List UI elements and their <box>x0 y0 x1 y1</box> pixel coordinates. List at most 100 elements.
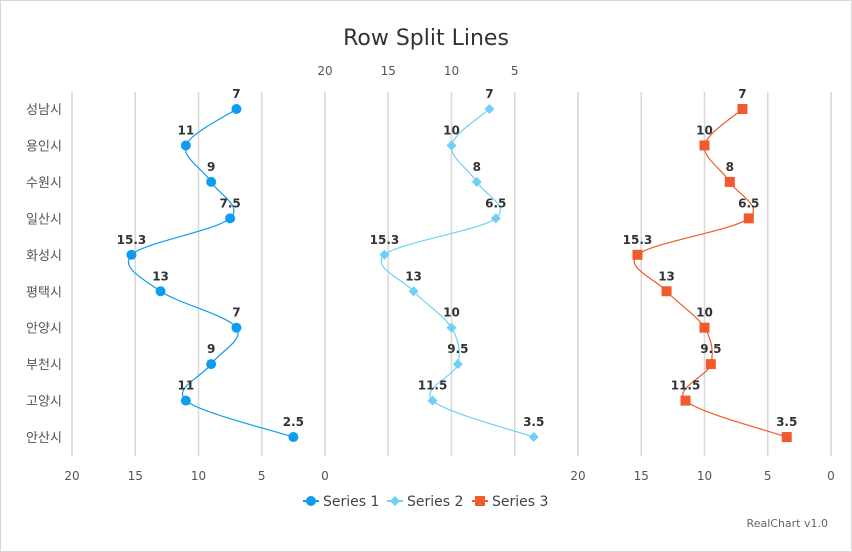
legend-item-series-3[interactable]: Series 3 <box>472 494 548 510</box>
data-point[interactable] <box>446 140 457 151</box>
value-tick-label: 10 <box>697 469 712 483</box>
data-point[interactable] <box>490 213 501 224</box>
legend-item-series-2[interactable]: Series 2 <box>387 494 463 510</box>
data-label: 15.3 <box>623 233 653 247</box>
data-label: 9 <box>207 342 215 356</box>
data-point[interactable] <box>180 140 191 151</box>
data-label: 11 <box>177 379 194 393</box>
data-label: 10 <box>696 123 713 137</box>
data-label: 7 <box>232 87 240 101</box>
chart-title: Row Split Lines <box>343 26 509 51</box>
data-point[interactable] <box>452 359 463 370</box>
data-point[interactable] <box>180 395 191 406</box>
data-label: 13 <box>405 269 422 283</box>
data-point[interactable] <box>484 104 495 114</box>
data-point[interactable] <box>632 249 643 260</box>
series-line <box>127 108 294 438</box>
legend-marker[interactable] <box>475 496 485 506</box>
category-label: 부천시 <box>26 358 62 373</box>
data-label: 11.5 <box>671 379 701 393</box>
series-2: 7 10 8 6.5 15.3 13 10 9.5 11.5 3.5 <box>370 87 544 443</box>
legend-label: Series 1 <box>323 494 379 510</box>
data-label: 6.5 <box>738 196 759 210</box>
category-label: 일산시 <box>26 212 62 227</box>
value-tick-label: 5 <box>511 64 519 78</box>
data-point[interactable] <box>471 176 482 187</box>
data-point[interactable] <box>680 395 691 406</box>
legend-marker[interactable] <box>306 496 316 506</box>
value-tick-label: 15 <box>381 64 396 78</box>
value-tick-label: 20 <box>317 64 332 78</box>
data-point[interactable] <box>724 176 735 187</box>
data-label: 2.5 <box>283 415 304 429</box>
data-point[interactable] <box>446 322 457 333</box>
data-label: 9.5 <box>700 342 721 356</box>
value-tick-label: 10 <box>444 64 459 78</box>
data-point[interactable] <box>155 286 166 297</box>
data-label: 11.5 <box>418 379 448 393</box>
data-point[interactable] <box>206 359 217 370</box>
data-label: 13 <box>152 269 169 283</box>
data-point[interactable] <box>781 432 792 443</box>
data-label: 15.3 <box>117 233 147 247</box>
category-label: 안산시 <box>26 431 62 446</box>
data-label: 10 <box>443 306 460 320</box>
legend-marker[interactable] <box>390 496 400 506</box>
data-point[interactable] <box>699 140 710 151</box>
data-label: 15.3 <box>370 233 400 247</box>
category-label: 수원시 <box>26 176 62 191</box>
data-point[interactable] <box>231 322 242 333</box>
data-label: 7 <box>738 87 746 101</box>
credit-text: RealChart v1.0 <box>747 517 828 530</box>
category-label: 안양시 <box>26 322 62 337</box>
value-tick-label: 20 <box>570 469 585 483</box>
legend-item-series-1[interactable]: Series 1 <box>303 494 379 510</box>
series-line <box>633 108 787 438</box>
category-label: 용인시 <box>26 139 62 154</box>
axis-layer: 20 15 10 5 0 20 15 10 5 20 15 10 5 0 성남시용인시수원시일산시화성시평택… <box>26 64 835 483</box>
data-label: 10 <box>443 123 460 137</box>
data-point[interactable] <box>427 395 438 406</box>
data-label: 7 <box>232 306 240 320</box>
series-1: 7 11 9 7.5 15.3 13 7 9 11 2.5 <box>117 87 304 443</box>
value-tick-label: 0 <box>321 469 329 483</box>
data-label: 13 <box>658 269 675 283</box>
series-line <box>380 108 534 438</box>
legend-label: Series 2 <box>407 494 463 510</box>
category-label: 화성시 <box>26 249 62 264</box>
category-label: 성남시 <box>26 103 62 118</box>
value-tick-label: 5 <box>764 469 772 483</box>
data-point[interactable] <box>743 213 754 224</box>
data-point[interactable] <box>408 286 419 297</box>
data-point[interactable] <box>699 322 710 333</box>
value-tick-label: 15 <box>634 469 649 483</box>
data-point[interactable] <box>206 176 217 187</box>
data-label: 8 <box>473 160 481 174</box>
data-point[interactable] <box>737 104 748 114</box>
data-label: 8 <box>726 160 734 174</box>
data-point[interactable] <box>231 104 242 114</box>
value-tick-label: 5 <box>258 469 266 483</box>
data-label: 3.5 <box>776 415 797 429</box>
data-label: 7 <box>485 87 493 101</box>
data-label: 7.5 <box>219 196 240 210</box>
data-point[interactable] <box>126 249 137 260</box>
value-tick-label: 0 <box>827 469 835 483</box>
value-tick-label: 10 <box>191 469 206 483</box>
data-point[interactable] <box>288 432 299 443</box>
legend: Series 1 Series 2 Series 3 <box>303 494 548 510</box>
data-point[interactable] <box>379 249 390 260</box>
data-point[interactable] <box>225 213 236 224</box>
data-label: 10 <box>696 306 713 320</box>
category-label: 고양시 <box>26 395 62 410</box>
data-label: 9.5 <box>447 342 468 356</box>
series-layer: 7 11 9 7.5 15.3 13 7 9 11 2.5 7 10 8 6.5 15.3 13 10 9.5 11… <box>117 87 797 443</box>
category-label: 평택시 <box>26 285 62 300</box>
data-label: 11 <box>177 123 194 137</box>
data-label: 6.5 <box>485 196 506 210</box>
series-3: 7 10 8 6.5 15.3 13 10 9.5 11.5 3.5 <box>623 87 797 443</box>
data-point[interactable] <box>705 359 716 370</box>
data-point[interactable] <box>528 432 539 443</box>
data-point[interactable] <box>661 286 672 297</box>
